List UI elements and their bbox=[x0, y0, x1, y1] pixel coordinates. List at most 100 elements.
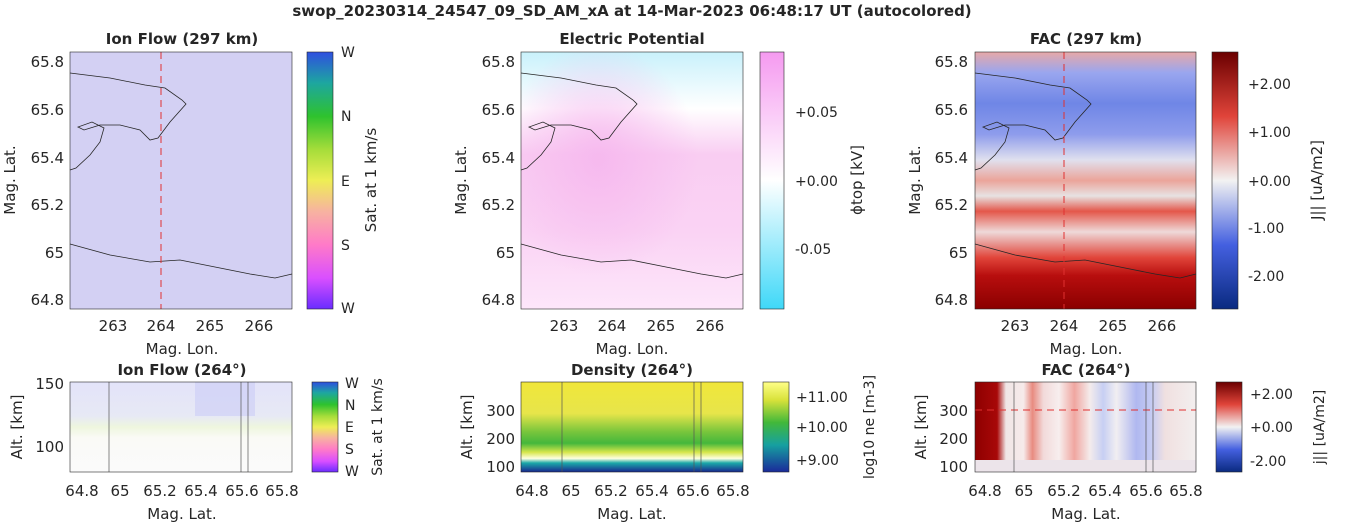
ion-flow-map-xtick: 265 bbox=[196, 317, 225, 335]
ion-flow-map-title: Ion Flow (297 km) bbox=[106, 30, 258, 48]
potential-map-xtick: 265 bbox=[647, 317, 676, 335]
ion-flow-map-ytick: 65.8 bbox=[31, 53, 64, 71]
ion-flow-profile-title: Ion Flow (264°) bbox=[117, 361, 246, 379]
ion-flow-profile-cbar-label: Sat. at 1 km/s bbox=[370, 378, 386, 476]
fac-map-ytick: 65.4 bbox=[935, 149, 968, 167]
potential-map-contour-upper bbox=[520, 72, 638, 171]
fac-map-title: FAC (297 km) bbox=[1030, 30, 1142, 48]
fac-profile-ytick: 200 bbox=[939, 430, 968, 448]
fac-profile-ytick: 100 bbox=[939, 458, 968, 476]
density-profile-ytick: 300 bbox=[486, 402, 515, 420]
ion-flow-map-ytick: 65.2 bbox=[31, 196, 64, 214]
potential-map-panel: Electric Potential 65.8 65.6 65.4 65.2 6… bbox=[452, 30, 866, 358]
fac-profile-xtick: 64.8 bbox=[968, 482, 1001, 500]
potential-map-xtick: 266 bbox=[696, 317, 725, 335]
fac-profile-panel: FAC (264°) 300 200 100 64.8 65 65.2 65.4… bbox=[912, 361, 1328, 523]
ion-flow-map-cbar-tick: W bbox=[341, 301, 355, 317]
ion-flow-map-contour-lower bbox=[69, 243, 293, 279]
fac-map-cbar-tick: -1.00 bbox=[1248, 221, 1284, 237]
fac-profile-cbar-tick: +2.00 bbox=[1250, 387, 1293, 403]
potential-map-ytick: 65.8 bbox=[482, 53, 515, 71]
fac-map-cbar-tick: -2.00 bbox=[1248, 269, 1284, 285]
fac-map-ylabel: Mag. Lat. bbox=[906, 145, 924, 214]
potential-map-spot bbox=[521, 52, 743, 309]
potential-map-colorbar bbox=[759, 51, 785, 310]
fac-map-contour-lower bbox=[974, 243, 1197, 279]
fac-profile-floor bbox=[975, 460, 1196, 472]
fac-map-xtick: 266 bbox=[1148, 317, 1177, 335]
fac-profile-ylabel: Alt. [km] bbox=[912, 395, 930, 460]
density-profile-xlabel: Mag. Lat. bbox=[597, 505, 666, 523]
density-profile-ytick: 100 bbox=[486, 458, 515, 476]
fac-map-xtick: 263 bbox=[1001, 317, 1030, 335]
fac-map-ytick: 65.2 bbox=[935, 196, 968, 214]
fac-map-frame bbox=[974, 51, 1197, 310]
fac-profile-colorbar bbox=[1215, 381, 1243, 473]
ion-flow-map-cbar-label: Sat. at 1 km/s bbox=[362, 128, 380, 233]
ion-flow-map-frame bbox=[69, 51, 293, 310]
fac-profile-cbar-tick: +0.00 bbox=[1250, 420, 1293, 436]
fac-profile-cbar-tick: -2.00 bbox=[1250, 454, 1286, 470]
fac-map-cbar-tick: +2.00 bbox=[1248, 77, 1291, 93]
fac-map-ytick: 64.8 bbox=[935, 291, 968, 309]
ion-flow-map-cbar-tick: N bbox=[341, 109, 351, 125]
density-profile-title: Density (264°) bbox=[571, 361, 693, 379]
density-profile-field bbox=[521, 382, 743, 472]
ion-flow-map-cbar-tick: W bbox=[341, 45, 355, 61]
fac-map-xtick: 265 bbox=[1099, 317, 1128, 335]
density-profile-xtick: 65.4 bbox=[635, 482, 668, 500]
fac-map-ytick: 65 bbox=[949, 244, 968, 262]
ion-flow-map-field bbox=[70, 52, 292, 309]
ion-flow-profile-colorbar bbox=[311, 381, 339, 473]
fac-profile-xlabel: Mag. Lat. bbox=[1051, 505, 1120, 523]
ion-flow-map-xtick: 266 bbox=[245, 317, 274, 335]
fac-profile-ytick: 300 bbox=[939, 402, 968, 420]
ion-flow-profile-xlabel: Mag. Lat. bbox=[147, 505, 216, 523]
fac-map-colorbar bbox=[1211, 51, 1239, 310]
density-profile-xtick: 65.2 bbox=[594, 482, 627, 500]
ion-flow-profile-ylabel: Alt. [km] bbox=[8, 395, 26, 460]
ion-flow-profile-frame bbox=[69, 381, 293, 473]
potential-map-ytick: 65.2 bbox=[482, 196, 515, 214]
ion-flow-profile-cbar-tick: N bbox=[345, 398, 355, 414]
density-profile-cbar-tick: +11.00 bbox=[796, 390, 848, 406]
ion-flow-map-ytick: 64.8 bbox=[31, 291, 64, 309]
density-profile-panel: Density (264°) 300 200 100 64.8 65 65.2 … bbox=[458, 361, 878, 523]
ion-flow-map-shade bbox=[70, 52, 292, 309]
fac-profile-title: FAC (264°) bbox=[1042, 361, 1131, 379]
ion-flow-map-cbar-tick: S bbox=[341, 238, 350, 254]
ion-flow-profile-cbar-tick: W bbox=[345, 464, 359, 480]
density-profile-colorbar bbox=[762, 381, 790, 473]
ion-flow-profile-cbar-tick: W bbox=[345, 376, 359, 392]
ion-flow-profile-xtick: 65.6 bbox=[225, 482, 258, 500]
fac-map-cbar-tick: +1.00 bbox=[1248, 125, 1291, 141]
ion-flow-map-ylabel: Mag. Lat. bbox=[1, 145, 19, 214]
density-profile-xtick: 65.6 bbox=[676, 482, 709, 500]
ion-flow-map-xtick: 264 bbox=[147, 317, 176, 335]
ion-flow-profile-cbar-tick: S bbox=[345, 442, 354, 458]
ion-flow-profile-ytick: 100 bbox=[35, 438, 64, 456]
fac-map-xlabel: Mag. Lon. bbox=[1050, 340, 1123, 358]
ion-flow-map-contour-upper bbox=[69, 72, 187, 171]
density-profile-cbar-tick: +10.00 bbox=[796, 420, 848, 436]
density-profile-xtick: 65 bbox=[561, 482, 580, 500]
potential-map-title: Electric Potential bbox=[559, 30, 704, 48]
ion-flow-map-xtick: 263 bbox=[99, 317, 128, 335]
fac-map-ytick: 65.8 bbox=[935, 53, 968, 71]
ion-flow-map-xlabel: Mag. Lon. bbox=[146, 340, 219, 358]
fac-profile-cbar-label: j|| [uA/m2] bbox=[1312, 390, 1328, 465]
potential-map-frame bbox=[520, 51, 744, 310]
fac-profile-xtick: 65 bbox=[1014, 482, 1033, 500]
fac-map-field bbox=[975, 52, 1196, 309]
ion-flow-map-panel: Ion Flow (297 km) 65.8 65.6 65.4 65.2 65… bbox=[1, 30, 380, 358]
potential-map-cbar-tick: -0.05 bbox=[795, 242, 831, 258]
potential-map-ytick: 65.6 bbox=[482, 101, 515, 119]
potential-map-contour-lower bbox=[520, 243, 744, 279]
ion-flow-profile-xtick: 65.2 bbox=[143, 482, 176, 500]
fac-profile-frame bbox=[974, 381, 1197, 473]
potential-map-cbar-label: ϕtop [kV] bbox=[848, 145, 866, 215]
fac-profile-xtick: 65.6 bbox=[1129, 482, 1162, 500]
potential-map-xlabel: Mag. Lon. bbox=[596, 340, 669, 358]
ion-flow-map-colorbar bbox=[306, 51, 334, 310]
